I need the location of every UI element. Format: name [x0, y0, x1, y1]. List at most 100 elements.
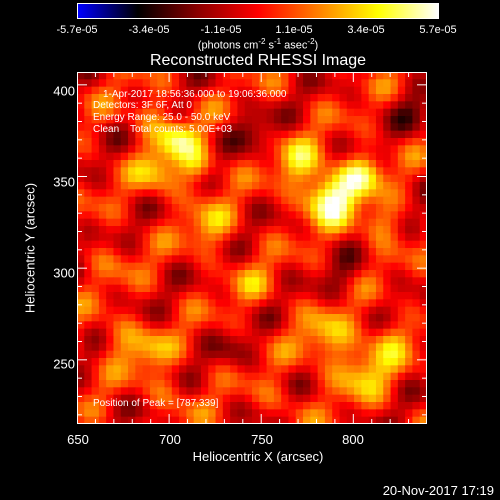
heatmap-cell — [208, 86, 217, 95]
heatmap-cell — [346, 262, 355, 271]
heatmap-cell — [383, 101, 392, 110]
heatmap-cell — [208, 402, 217, 410]
heatmap-cell — [98, 174, 107, 183]
heatmap-cell — [412, 218, 421, 227]
heatmap-cell — [317, 174, 326, 183]
heatmap-cell — [135, 130, 144, 139]
heatmap-cell — [244, 204, 253, 212]
heatmap-cell — [252, 138, 260, 146]
heatmap-cell — [186, 306, 195, 315]
heatmap-cell — [383, 248, 392, 256]
heatmap-cell — [135, 284, 144, 293]
heatmap-cell — [186, 248, 195, 256]
heatmap-cell — [303, 167, 311, 176]
heatmap-cell — [252, 343, 260, 352]
heatmap-cell — [237, 255, 246, 264]
heatmap-cell — [120, 416, 129, 424]
heatmap-cell — [77, 306, 85, 315]
heatmap-cell — [120, 336, 129, 344]
heatmap-cell — [91, 277, 100, 286]
heatmap-cell — [361, 416, 370, 424]
heatmap-cell — [368, 387, 377, 396]
heatmap-cell — [303, 182, 311, 190]
heatmap-cell — [244, 94, 253, 102]
heatmap-cell — [259, 292, 268, 300]
heatmap-cell — [419, 358, 427, 366]
heatmap-cell — [244, 262, 253, 271]
heatmap-cell — [135, 86, 144, 95]
heatmap-cell — [98, 79, 107, 88]
heatmap-cell — [113, 108, 122, 117]
heatmap-cell — [310, 189, 319, 198]
heatmap-cell — [324, 116, 333, 124]
heatmap-cell — [106, 262, 114, 271]
heatmap-cell — [98, 211, 107, 220]
heatmap-cell — [142, 130, 151, 139]
heatmap-cell — [230, 94, 238, 102]
heatmap-cell — [222, 182, 231, 190]
heatmap-cell — [339, 343, 348, 352]
heatmap-cell — [91, 138, 100, 146]
heatmap-cell — [186, 372, 195, 381]
heatmap-cell — [215, 321, 224, 330]
heatmap-cell — [135, 138, 144, 146]
heatmap-cell — [266, 358, 275, 366]
heatmap-cell — [215, 365, 224, 374]
heatmap-cell — [106, 387, 114, 396]
heatmap-cell — [84, 372, 93, 381]
heatmap-cell — [332, 160, 340, 168]
heatmap-cell — [405, 277, 413, 286]
heatmap-cell — [346, 94, 355, 102]
heatmap-cell — [157, 416, 165, 424]
heatmap-cell — [135, 387, 144, 396]
heatmap-cell — [244, 211, 253, 220]
heatmap-cell — [332, 306, 340, 315]
heatmap-cell — [237, 94, 246, 102]
heatmap-cell — [98, 123, 107, 132]
heatmap-cell — [77, 108, 85, 117]
heatmap-cell — [361, 314, 370, 322]
heatmap-cell — [200, 196, 209, 205]
heatmap-cell — [303, 416, 311, 424]
y-tick-label: 250 — [53, 356, 75, 372]
heatmap-cell — [186, 204, 195, 212]
heatmap-cell — [288, 108, 297, 117]
heatmap-cell — [200, 94, 209, 102]
heatmap-cell — [113, 299, 122, 308]
heatmap-cell — [354, 130, 362, 139]
heatmap-cell — [252, 350, 260, 359]
heatmap-cell — [412, 167, 421, 176]
heatmap-cell — [171, 94, 180, 102]
heatmap-cell — [332, 336, 340, 344]
heatmap-cell — [128, 387, 136, 396]
heatmap-cell — [397, 387, 406, 396]
heatmap-cell — [310, 160, 319, 168]
colorbar-tick: -5.7e-05 — [56, 24, 98, 36]
heatmap-cell — [208, 79, 217, 88]
heatmap-cell — [120, 299, 129, 308]
heatmap-cell — [259, 189, 268, 198]
heatmap-cell — [142, 204, 151, 212]
heatmap-cell — [106, 160, 114, 168]
heatmap-cell — [397, 182, 406, 190]
heatmap-cell — [303, 152, 311, 161]
heatmap-cell — [354, 284, 362, 293]
heatmap-cell — [361, 387, 370, 396]
heatmap-cell — [317, 226, 326, 234]
heatmap-cell — [375, 218, 384, 227]
heatmap-cell — [237, 160, 246, 168]
heatmap-cell — [273, 416, 282, 424]
heatmap-cell — [186, 182, 195, 190]
heatmap-cell — [113, 240, 122, 249]
heatmap-cell — [179, 380, 187, 388]
heatmap-cell — [266, 152, 275, 161]
heatmap-cell — [412, 328, 421, 337]
heatmap-cell — [412, 416, 421, 424]
heatmap-cell — [397, 306, 406, 315]
heatmap-cell — [171, 160, 180, 168]
heatmap-cell — [310, 101, 319, 110]
heatmap-cell — [135, 123, 144, 132]
heatmap-cell — [113, 145, 122, 154]
heatmap-cell — [397, 174, 406, 183]
heatmap-cell — [259, 394, 268, 403]
